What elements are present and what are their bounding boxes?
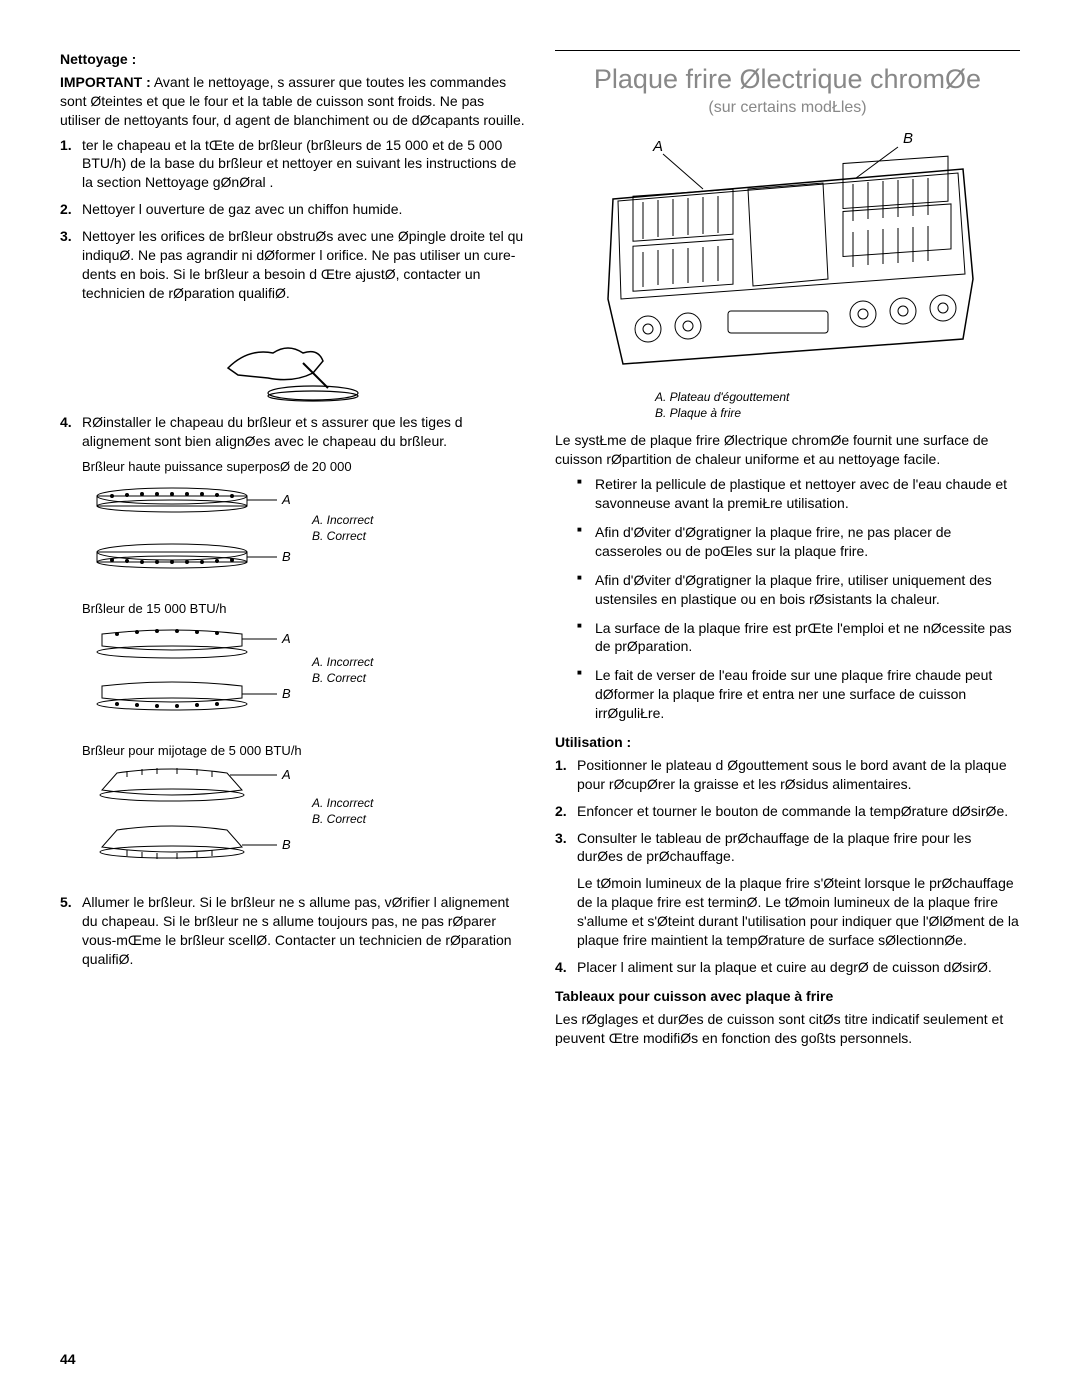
- important-paragraph: IMPORTANT : Avant le nettoyage, s assure…: [60, 73, 525, 130]
- bullet-3: Afin d'Øviter d'Øgratigner la plaque fri…: [577, 571, 1020, 609]
- tableaux-title: Tableaux pour cuisson avec plaque à frir…: [555, 987, 1020, 1006]
- svg-text:A: A: [281, 492, 291, 507]
- burner-3-caption: Brßleur pour mijotage de 5 000 BTU/h: [82, 742, 525, 760]
- svg-text:B: B: [282, 837, 291, 852]
- svg-text:B: B: [903, 130, 913, 147]
- nettoyage-steps: 1.ter le chapeau et la tŒte de brßleur (…: [60, 136, 525, 303]
- burner-1-diagram: A B: [82, 482, 292, 582]
- ab-b-2: B. Correct: [312, 670, 373, 686]
- step-3: Nettoyer les orifices de brßleur obstruØ…: [82, 227, 525, 303]
- ab-a-2: A. Incorrect: [312, 654, 373, 670]
- left-column: Nettoyage : IMPORTANT : Avant le nettoya…: [60, 50, 525, 1053]
- svg-text:A: A: [652, 138, 663, 155]
- svg-text:A: A: [281, 767, 291, 782]
- util-3: Consulter le tableau de prØchauffage de …: [577, 829, 1020, 867]
- utilisation-title: Utilisation :: [555, 733, 1020, 752]
- page-number: 44: [60, 1351, 76, 1367]
- burner-2-diagram: A B: [82, 624, 292, 724]
- cooktop-caption-a: A. Plateau d'égouttement: [655, 389, 1020, 405]
- svg-text:A: A: [281, 631, 291, 646]
- right-intro: Le systŁme de plaque frire Ølectrique ch…: [555, 431, 1020, 469]
- bullet-1: Retirer la pellicule de plastique et net…: [577, 475, 1020, 513]
- svg-text:B: B: [282, 686, 291, 701]
- burner-3-diagram: A B: [82, 765, 292, 875]
- step-4: RØinstaller le chapeau du brßleur et s a…: [82, 413, 525, 451]
- right-title: Plaque frire Ølectrique chromØe: [555, 61, 1020, 97]
- svg-text:B: B: [282, 549, 291, 564]
- ab-a-3: A. Incorrect: [312, 795, 373, 811]
- utilisation-steps: 1.Positionner le plateau d Øgouttement s…: [555, 756, 1020, 866]
- nettoyage-title: Nettoyage :: [60, 50, 525, 69]
- tableaux-text: Les rØglages et durØes de cuisson sont c…: [555, 1010, 1020, 1048]
- util-4: Placer l aliment sur la plaque et cuire …: [577, 958, 1020, 977]
- nettoyage-steps-cont: 4.RØinstaller le chapeau du brßleur et s…: [60, 413, 525, 451]
- important-label: IMPORTANT :: [60, 74, 151, 90]
- burner-1-caption: Brßleur haute puissance superposØ de 20 …: [82, 458, 525, 476]
- step-1: ter le chapeau et la tŒte de brßleur (br…: [82, 136, 525, 193]
- util-2: Enfoncer et tourner le bouton de command…: [577, 802, 1020, 821]
- step-2: Nettoyer l ouverture de gaz avec un chif…: [82, 200, 525, 219]
- util-3-extra: Le tØmoin lumineux de la plaque frire s'…: [577, 874, 1020, 950]
- cooktop-figure: A B: [555, 129, 1020, 379]
- nettoyage-steps-cont2: 5.Allumer le brßleur. Si le brßleur ne s…: [60, 893, 525, 969]
- ab-a-1: A. Incorrect: [312, 512, 373, 528]
- util-1: Positionner le plateau d Øgouttement sou…: [577, 756, 1020, 794]
- ab-b-1: B. Correct: [312, 528, 373, 544]
- hand-cleaning-figure: [60, 313, 525, 403]
- divider: [555, 50, 1020, 51]
- right-bullets: Retirer la pellicule de plastique et net…: [577, 475, 1020, 723]
- burner-2-caption: Brßleur de 15 000 BTU/h: [82, 600, 525, 618]
- right-subtitle: (sur certains modŁles): [555, 97, 1020, 119]
- bullet-4: La surface de la plaque frire est prŒte …: [577, 619, 1020, 657]
- bullet-2: Afin d'Øviter d'Øgratigner la plaque fri…: [577, 523, 1020, 561]
- cooktop-caption: A. Plateau d'égouttement B. Plaque à fri…: [655, 389, 1020, 421]
- step-5: Allumer le brßleur. Si le brßleur ne s a…: [82, 893, 525, 969]
- ab-b-3: B. Correct: [312, 811, 373, 827]
- utilisation-steps-cont: 4.Placer l aliment sur la plaque et cuir…: [555, 958, 1020, 977]
- cooktop-caption-b: B. Plaque à frire: [655, 405, 1020, 421]
- right-column: Plaque frire Ølectrique chromØe (sur cer…: [555, 50, 1020, 1053]
- bullet-5: Le fait de verser de l'eau froide sur un…: [577, 666, 1020, 723]
